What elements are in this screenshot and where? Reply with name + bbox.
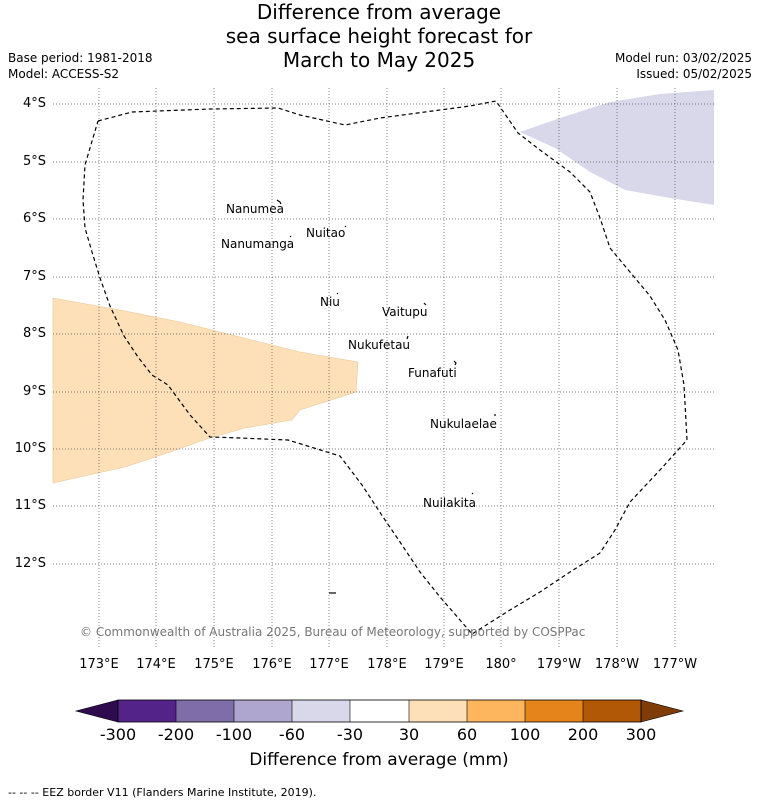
colorbar-bin-8 bbox=[525, 700, 583, 722]
issued-date: Issued: 05/02/2025 bbox=[636, 67, 752, 81]
longitude-gridlines bbox=[98, 88, 676, 648]
colorbar-outline bbox=[117, 699, 642, 723]
island-mark-vaitupu bbox=[423, 302, 427, 306]
lat-label-12s: 12°S bbox=[14, 556, 46, 571]
colorbar-bin-4 bbox=[292, 700, 350, 722]
island-label-funafuti: Funafuti bbox=[408, 366, 457, 380]
latitude-gridlines bbox=[53, 103, 714, 565]
model-name: Model: ACCESS-S2 bbox=[8, 67, 120, 81]
colorbar-bin-9 bbox=[583, 700, 641, 722]
colorbar-tick-300: 300 bbox=[625, 725, 657, 744]
island-mark-nukufetau bbox=[406, 335, 409, 340]
colorbar-bin-7 bbox=[467, 700, 525, 722]
island-label-nanumea: Nanumea bbox=[226, 202, 284, 216]
meta-left: Base period: 1981-2018 Model: ACCESS-S2 bbox=[8, 50, 153, 82]
island-marks bbox=[276, 199, 496, 594]
lon-label-179e: 179°E bbox=[424, 657, 464, 672]
lon-label-178w: 178°W bbox=[594, 657, 640, 672]
eez-footnote: -- -- -- EEZ border V11 (Flanders Marine… bbox=[8, 786, 317, 799]
colorbar-extend-high bbox=[640, 699, 685, 723]
lat-label-8s: 8°S bbox=[22, 326, 46, 341]
lon-label-177e: 177°E bbox=[309, 657, 349, 672]
lon-label-173e: 173°E bbox=[79, 657, 119, 672]
island-mark-funafuti bbox=[453, 360, 457, 366]
eez-border bbox=[82, 100, 688, 635]
lat-label-4s: 4°S bbox=[22, 96, 46, 111]
colorbar-tick-minus-300: -300 bbox=[99, 725, 137, 744]
lon-label-175e: 175°E bbox=[194, 657, 234, 672]
colorbar-bin-1 bbox=[118, 700, 176, 722]
island-mark-nanumea bbox=[276, 199, 282, 205]
island-mark-nanumanga bbox=[289, 235, 292, 238]
colorbar-tick-100: 100 bbox=[509, 725, 541, 744]
negative-anomaly-area bbox=[520, 90, 714, 205]
lon-label-180: 180° bbox=[485, 657, 517, 672]
lon-label-176e: 176°E bbox=[252, 657, 292, 672]
colorbar-title: Difference from average (mm) bbox=[249, 750, 509, 770]
lon-label-178e: 178°E bbox=[367, 657, 407, 672]
island-label-nukufetau: Nukufetau bbox=[348, 338, 411, 352]
lat-label-10s: 10°S bbox=[14, 441, 46, 456]
island-mark-nuitao bbox=[344, 225, 347, 228]
colorbar-bin-6 bbox=[409, 700, 467, 722]
colorbar-tick-60: 60 bbox=[456, 725, 478, 744]
colorbar-extend-low bbox=[74, 699, 119, 723]
island-label-nuilakita: Nuilakita bbox=[423, 496, 476, 510]
colorbar bbox=[74, 699, 685, 723]
colorbar-tick-minus-60: -60 bbox=[278, 725, 306, 744]
colorbar-tick-minus-200: -200 bbox=[157, 725, 195, 744]
lat-label-9s: 9°S bbox=[22, 384, 46, 399]
island-label-vaitupu: Vaitupu bbox=[382, 305, 428, 319]
model-run: Model run: 03/02/2025 bbox=[614, 51, 752, 65]
colorbar-tick-30: 30 bbox=[398, 725, 420, 744]
base-period: Base period: 1981-2018 bbox=[8, 51, 153, 65]
colorbar-bin-2 bbox=[176, 700, 234, 722]
island-mark-niu bbox=[336, 292, 339, 295]
title-line-1: Difference from average bbox=[256, 0, 502, 24]
lat-label-7s: 7°S bbox=[22, 269, 46, 284]
island-mark-nuilakita bbox=[471, 492, 474, 495]
map-title: Difference from average sea surface heig… bbox=[0, 0, 758, 72]
copyright-notice: © Commonwealth of Australia 2025, Bureau… bbox=[80, 625, 586, 639]
lon-label-174e: 174°E bbox=[136, 657, 176, 672]
lat-label-11s: 11°S bbox=[14, 498, 46, 513]
lat-label-6s: 6°S bbox=[22, 211, 46, 226]
lon-label-179w: 179°W bbox=[536, 657, 582, 672]
meta-right: Model run: 03/02/2025 Issued: 05/02/2025 bbox=[615, 50, 752, 82]
colorbar-bin-5 bbox=[350, 700, 409, 722]
island-label-niu: Niu bbox=[320, 295, 340, 309]
title-line-2: sea surface height forecast for bbox=[225, 24, 533, 48]
lon-label-177w: 177°W bbox=[652, 657, 698, 672]
island-label-nukulaelae: Nukulaelae bbox=[430, 417, 497, 431]
colorbar-tick-minus-100: -100 bbox=[215, 725, 253, 744]
lat-label-5s: 5°S bbox=[22, 154, 46, 169]
island-label-nuitao: Nuitao bbox=[306, 226, 346, 240]
island-label-nanumanga: Nanumanga bbox=[221, 237, 295, 251]
colorbar-tick-200: 200 bbox=[567, 725, 599, 744]
colorbar-bin-3 bbox=[234, 700, 292, 722]
colorbar-tick-minus-30: -30 bbox=[336, 725, 364, 744]
title-line-3: March to May 2025 bbox=[282, 48, 476, 72]
